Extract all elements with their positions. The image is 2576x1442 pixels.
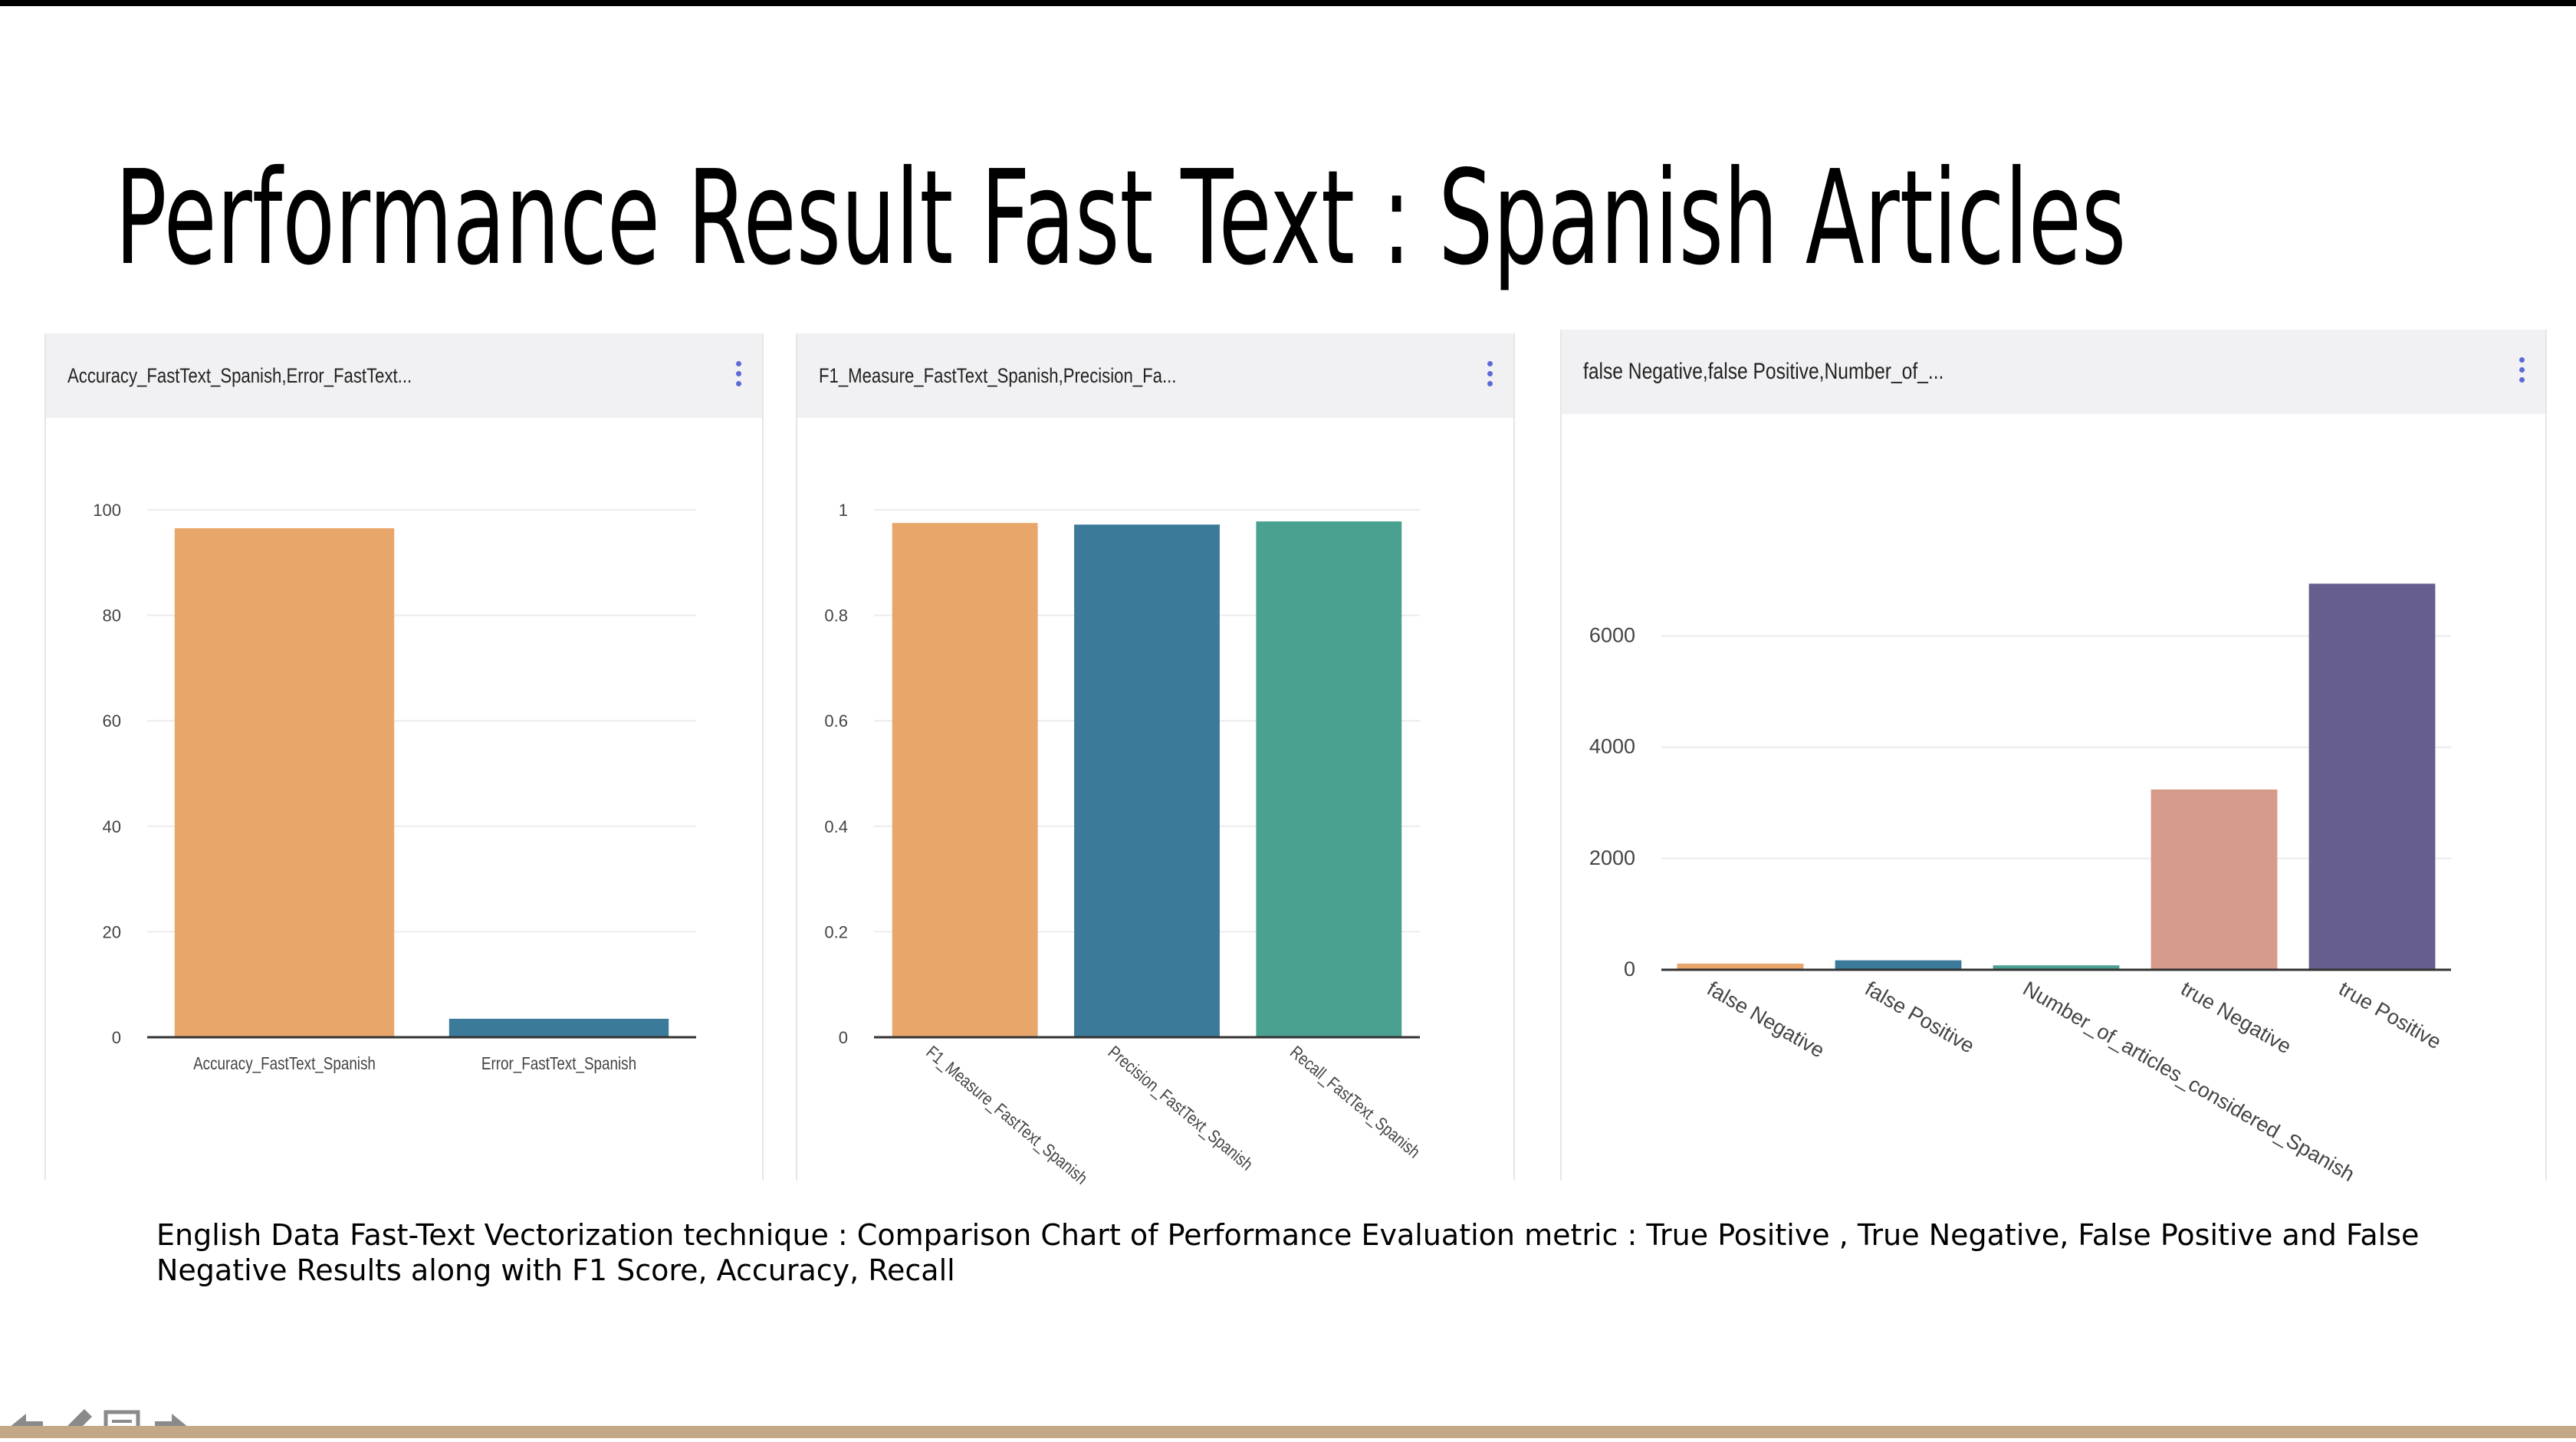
chart-panel-f1-precision-recall: F1_Measure_FastText_Spanish,Precision_Fa… — [796, 333, 1515, 1188]
bar-Accuracy_FastText_Spanish[interactable] — [174, 528, 395, 1037]
y-tick-label: 0.2 — [824, 922, 848, 941]
slide-caption: English Data Fast-Text Vectorization tec… — [156, 1218, 2420, 1287]
bar-Precision_FastText_Spanish[interactable] — [1074, 524, 1220, 1037]
more-options-icon[interactable] — [1486, 361, 1493, 392]
x-category-label: Accuracy_FastText_Spanish — [193, 1054, 376, 1073]
y-tick-label: 4000 — [1589, 735, 1635, 758]
panel-header: Accuracy_FastText_Spanish,Error_FastText… — [46, 333, 762, 418]
bar-chart-f1-precision-recall: 0 0.2 0.4 0.6 0.8 1 F1_Measure_FastText_Spanis… — [824, 501, 1424, 1188]
x-category-label: Recall_FastText_Spanish — [1286, 1043, 1424, 1162]
y-tick-label: 0 — [112, 1028, 121, 1047]
top-border — [0, 0, 2576, 6]
y-tick-label: 0 — [1624, 958, 1635, 980]
x-category-label: true Positive — [2335, 977, 2446, 1053]
bar-F1_Measure_FastText_Spanish[interactable] — [892, 523, 1038, 1037]
x-category-label: true Negative — [2177, 977, 2295, 1058]
panel-title: F1_Measure_FastText_Spanish,Precision_Fa… — [819, 364, 1177, 387]
chart-panel-confusion-counts: false Negative,false Positive,Number_of_… — [1560, 330, 2547, 1186]
panel-header: F1_Measure_FastText_Spanish,Precision_Fa… — [797, 333, 1513, 418]
x-category-label: Precision_FastText_Spanish — [1104, 1043, 1256, 1174]
chart-panel-accuracy: Accuracy_FastText_Spanish,Error_FastText… — [44, 333, 764, 1181]
x-category-label: Number_of_articles_considered_Spanish — [2019, 977, 2359, 1186]
y-tick-label: 0.4 — [824, 817, 848, 836]
y-tick-label: 2000 — [1589, 846, 1635, 869]
y-tick-label: 0.8 — [824, 606, 848, 626]
y-tick-label: 80 — [103, 606, 121, 626]
panel-header: false Negative,false Positive,Number_of_… — [1562, 330, 2545, 414]
x-category-label: false Negative — [1704, 977, 1829, 1063]
slide-title: Performance Result Fast Text : Spanish A… — [115, 143, 2127, 294]
bar-true Positive[interactable] — [2308, 583, 2436, 970]
y-tick-label: 20 — [103, 922, 121, 941]
bar-true Negative[interactable] — [2150, 789, 2278, 970]
bar-Number_of_articles_considered_Spanish[interactable] — [1993, 965, 2120, 970]
x-category-label: Error_FastText_Spanish — [481, 1054, 636, 1073]
y-tick-label: 40 — [103, 817, 121, 836]
bar-false Positive[interactable] — [1835, 960, 1962, 970]
bar-Error_FastText_Spanish[interactable] — [449, 1018, 669, 1037]
y-tick-label: 1 — [839, 501, 848, 520]
panel-title: Accuracy_FastText_Spanish,Error_FastText… — [67, 364, 412, 387]
bar-Recall_FastText_Spanish[interactable] — [1256, 521, 1402, 1037]
more-options-icon[interactable] — [2518, 357, 2525, 388]
bar-false Negative[interactable] — [1677, 964, 1804, 970]
bar-chart-confusion-counts: 0 2000 4000 6000 false Negative false Positiv… — [1589, 583, 2451, 1186]
panel-title: false Negative,false Positive,Number_of_… — [1583, 359, 1944, 384]
x-category-label: false Positive — [1861, 977, 1979, 1058]
y-tick-label: 0 — [839, 1028, 848, 1047]
bottom-border — [0, 1426, 2576, 1438]
y-tick-label: 100 — [93, 501, 121, 520]
y-tick-label: 60 — [103, 711, 121, 731]
y-tick-label: 0.6 — [824, 711, 848, 731]
bar-chart-accuracy-error: 0 20 40 60 80 100 Accuracy_FastText_Spanish Err… — [93, 501, 696, 1073]
y-tick-label: 6000 — [1589, 624, 1635, 647]
more-options-icon[interactable] — [734, 361, 742, 392]
x-category-label: F1_Measure_FastText_Spanish — [922, 1043, 1091, 1188]
